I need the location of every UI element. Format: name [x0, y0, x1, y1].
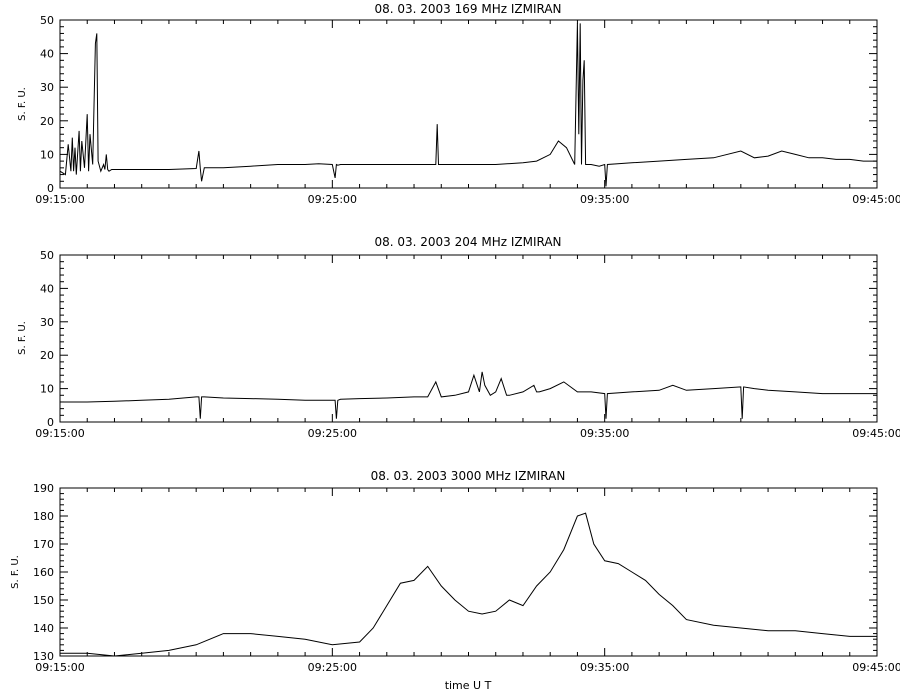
y-tick-label: 20: [40, 115, 54, 128]
y-tick-label: 10: [40, 383, 54, 396]
data-series-line: [59, 23, 877, 187]
axes-169mhz: 09:15:00 09:25:00 09:35:00 09:45:00 0 10 20 30 4…: [35, 14, 900, 206]
x-axis-label-time: time U T: [445, 679, 492, 692]
x-tick-label: 09:15:00: [35, 661, 84, 674]
x-tick-label: 09:45:00: [852, 193, 900, 206]
plot-frame: [59, 254, 878, 423]
y-tick-label: 20: [40, 349, 54, 362]
x-tick-label: 09:45:00: [852, 661, 900, 674]
x-tick-label: 09:15:00: [35, 193, 84, 206]
y-tick-label: 0: [47, 182, 54, 195]
y-tick-label: 150: [33, 594, 54, 607]
y-tick-label: 180: [33, 510, 54, 523]
chart-title-169mhz: 08. 03. 2003 169 MHz IZMIRAN: [374, 2, 561, 16]
panel-169mhz: 08. 03. 2003 169 MHz IZMIRAN S. F. U. 09…: [17, 2, 900, 206]
x-tick-label: 09:45:00: [852, 427, 900, 440]
y-tick-label: 50: [40, 249, 54, 262]
y-tick-label: 160: [33, 566, 54, 579]
y-tick-label: 50: [40, 14, 54, 27]
data-series-line: [60, 512, 877, 657]
y-tick-label: 40: [40, 48, 54, 61]
y-axis-label-3000mhz: S. F. U.: [10, 555, 21, 589]
y-axis-label-169mhz: S. F. U.: [17, 87, 28, 121]
y-tick-label: 10: [40, 148, 54, 161]
x-tick-label: 09:25:00: [308, 661, 357, 674]
y-tick-label: 130: [33, 650, 54, 663]
y-tick-label: 170: [33, 538, 54, 551]
x-tick-label: 09:15:00: [35, 427, 84, 440]
x-tick-label: 09:35:00: [580, 427, 629, 440]
y-tick-label: 0: [47, 416, 54, 429]
y-tick-label: 190: [33, 482, 54, 495]
x-tick-label: 09:25:00: [308, 427, 357, 440]
chart-title-204mhz: 08. 03. 2003 204 MHz IZMIRAN: [374, 235, 561, 249]
plot-frame: [59, 487, 878, 657]
y-tick-label: 30: [40, 81, 54, 94]
plot-frame: [59, 19, 878, 189]
y-tick-label: 30: [40, 316, 54, 329]
axes-3000mhz: 09:15:00 09:25:00 09:35:00 09:45:00 130 140 15…: [33, 482, 900, 674]
x-tick-label: 09:35:00: [580, 661, 629, 674]
axes-204mhz: 09:15:00 09:25:00 09:35:00 09:45:00 0 10 20 30 4…: [35, 249, 900, 440]
y-axis-label-204mhz: S. F. U.: [17, 321, 28, 355]
panel-204mhz: 08. 03. 2003 204 MHz IZMIRAN S. F. U. 09…: [17, 235, 900, 440]
chart-title-3000mhz: 08. 03. 2003 3000 MHz IZMIRAN: [371, 469, 566, 483]
y-tick-label: 140: [33, 622, 54, 635]
x-tick-label: 09:25:00: [308, 193, 357, 206]
y-tick-label: 40: [40, 282, 54, 295]
panel-3000mhz: 08. 03. 2003 3000 MHz IZMIRAN S. F. U. 0…: [10, 469, 900, 674]
data-series-line: [60, 371, 877, 419]
x-tick-label: 09:35:00: [580, 193, 629, 206]
